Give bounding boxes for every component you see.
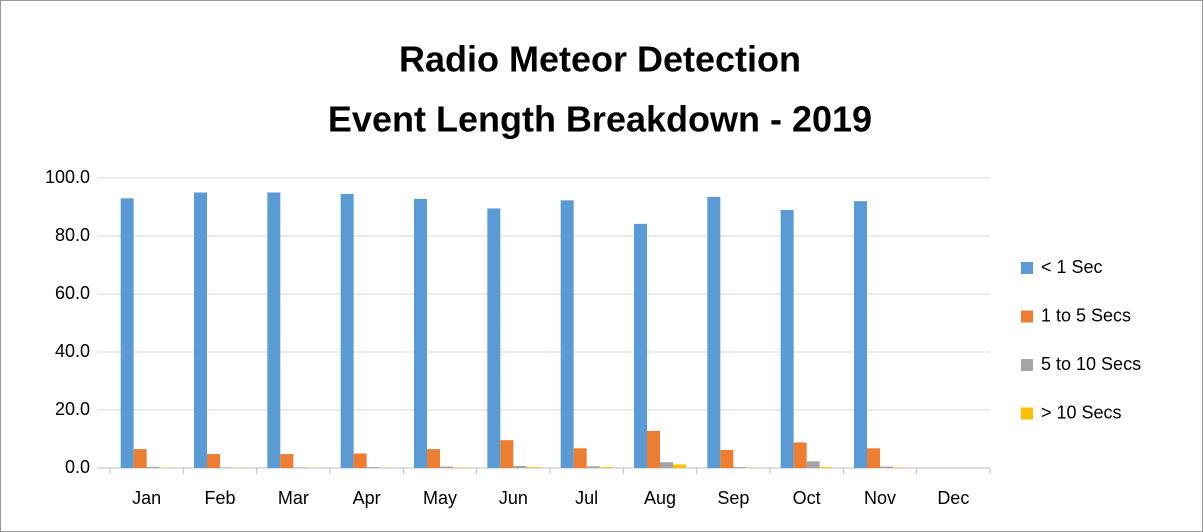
x-tick-label: Apr [353,488,381,508]
legend-label: > 10 Secs [1041,402,1122,422]
x-tick-label: Dec [937,488,969,508]
bar [793,442,807,468]
bar [194,192,207,468]
bar [780,209,794,468]
bar [893,467,906,468]
chart-subtitle: Event Length Breakdown - 2019 [328,99,872,140]
x-tick-label: May [423,488,457,508]
bar [806,461,820,468]
x-tick-label: Feb [204,488,235,508]
x-tick-label: Nov [864,488,896,508]
y-tick-label: 80.0 [55,225,90,245]
bar [487,208,501,468]
x-tick-label: Mar [278,488,309,508]
legend-swatch [1021,407,1033,420]
bar [120,198,134,469]
y-tick-label: 60.0 [55,283,90,303]
legend-label: 1 to 5 Secs [1041,305,1131,325]
legend-label: < 1 Sec [1041,257,1103,277]
bar [133,449,147,468]
legend-label: 5 to 10 Secs [1041,354,1141,374]
bar [500,440,514,468]
bar [207,454,220,468]
bar [427,449,440,468]
bar [340,193,354,468]
bar [634,223,647,468]
bar [280,454,294,468]
bar [267,192,281,468]
bar [720,450,734,468]
x-tick-label: Sep [717,488,749,508]
bar [880,466,893,468]
bar [453,467,466,468]
x-tick-label: Jun [499,488,528,508]
y-tick-label: 40.0 [55,341,90,361]
bar [599,467,613,468]
bar [733,467,747,468]
legend-swatch [1021,310,1033,323]
bar [440,466,453,468]
bar [513,465,527,468]
x-tick-label: Oct [793,488,821,508]
bar [819,467,833,468]
x-tick-label: Jul [575,488,598,508]
bar [220,467,233,468]
bar [573,448,587,468]
bar [673,464,686,468]
x-tick-label: Jan [132,488,161,508]
y-tick-label: 0.0 [65,457,90,477]
bar [414,198,427,468]
bar [586,466,600,468]
legend-swatch [1021,262,1033,274]
bar [867,448,880,468]
bar [707,196,721,468]
bar [854,201,867,468]
y-tick-label: 20.0 [55,399,90,419]
bar [146,466,160,468]
bar [560,200,574,468]
x-tick-label: Aug [644,488,676,508]
chart-title: Radio Meteor Detection [399,39,801,80]
bar [647,430,660,468]
bar [366,467,380,468]
bar [526,467,540,468]
y-tick-label: 100.0 [45,167,90,187]
bar [353,453,367,468]
legend-swatch [1021,359,1033,371]
bar [660,462,673,468]
bar [293,467,307,468]
